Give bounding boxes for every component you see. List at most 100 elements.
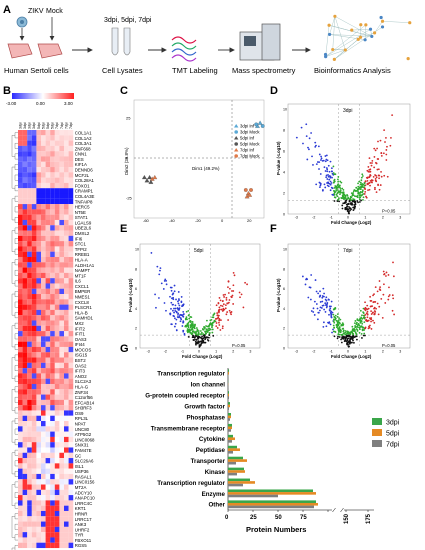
heatmap-cell <box>31 214 37 220</box>
volcano-point <box>355 186 358 189</box>
heatmap-cell <box>31 431 37 437</box>
volcano-point <box>188 317 191 320</box>
heatmap-cell <box>54 204 60 210</box>
volcano-point <box>361 337 363 339</box>
heatmap-cell <box>41 241 46 247</box>
heatmap-cell <box>50 399 55 406</box>
volcano-point <box>355 328 358 330</box>
volcano-point <box>372 175 375 178</box>
heatmap-cell <box>59 331 65 337</box>
pca-point <box>243 188 248 192</box>
heatmap-cell <box>41 526 46 533</box>
heatmap-cell <box>31 225 37 231</box>
heatmap-cell <box>41 204 46 210</box>
volcano-point <box>363 332 366 335</box>
heatmap-cell <box>41 309 46 316</box>
heatmap-column-labels: 3dpi 3dpi 3dpi 3dpi 5dpi 5dpi 5dpi 5dpi 7dpi 7dpi… <box>18 122 73 129</box>
heatmap-cell <box>36 421 42 427</box>
volcano-point <box>321 189 324 192</box>
volcano-point <box>325 154 328 157</box>
network-edge <box>334 16 346 50</box>
heatmap-cell <box>68 431 74 437</box>
heatmap-cell <box>59 532 65 538</box>
volcano-point <box>211 326 213 329</box>
heatmap-cell <box>22 405 28 411</box>
heatmap-cell <box>59 283 65 289</box>
heatmap-cell <box>31 389 37 395</box>
volcano-point <box>215 325 218 328</box>
heatmap-cell <box>45 177 51 183</box>
heatmap-cell <box>54 368 60 374</box>
volcano-point <box>216 327 219 329</box>
heatmap-cell <box>27 463 32 469</box>
network-node <box>370 34 374 39</box>
volcano-point <box>158 273 161 276</box>
heatmap-cell <box>31 151 37 157</box>
volcano-point <box>346 203 349 206</box>
volcano-point <box>223 296 225 298</box>
heatmap-cell <box>54 278 60 284</box>
heatmap-color-scale <box>12 93 74 99</box>
heatmap-cell <box>22 410 28 416</box>
heatmap-cell <box>54 447 60 453</box>
heatmap-cell <box>31 198 37 205</box>
heatmap-cell <box>31 521 37 527</box>
heatmap-cell <box>59 500 65 506</box>
volcano-point <box>358 328 361 331</box>
heatmap-cell <box>36 505 42 512</box>
heatmap-cell <box>64 415 69 422</box>
volcano-point <box>362 307 365 310</box>
heatmap-cell <box>18 447 23 453</box>
heatmap-cell <box>64 320 69 326</box>
volcano-point <box>337 333 340 335</box>
mass-spectrometer-icon <box>239 23 281 61</box>
heatmap-cell <box>22 272 28 279</box>
heatmap-cell <box>36 521 42 527</box>
dendrogram-branch <box>14 185 18 191</box>
volcano-point <box>230 311 233 313</box>
heatmap-cell <box>54 373 60 379</box>
heatmap-cell <box>31 542 37 549</box>
volcano-point <box>319 182 322 185</box>
heatmap-cell <box>22 267 28 273</box>
heatmap-cell <box>59 505 65 512</box>
heatmap-cell <box>50 167 55 173</box>
volcano-point <box>383 174 386 177</box>
heatmap-cell <box>27 288 32 295</box>
heatmap-cell <box>18 415 23 422</box>
heatmap-cell <box>36 320 42 326</box>
heatmap-cell <box>59 357 65 363</box>
heatmap-cell <box>64 405 69 411</box>
volcano-point <box>182 321 184 324</box>
dendrogram-branch <box>14 153 18 160</box>
heatmap-cell <box>18 500 23 506</box>
volcano-point <box>359 192 362 194</box>
heatmap-gene-label: STAT1 <box>75 215 89 220</box>
heatmap-cell <box>22 468 28 474</box>
volcano-point <box>226 302 229 305</box>
network-node <box>368 27 373 31</box>
heatmap-cell <box>50 283 55 289</box>
heatmap-cell <box>22 537 28 543</box>
heatmap-cell <box>22 526 28 533</box>
heatmap-cell <box>18 378 23 385</box>
heatmap-cell <box>50 256 55 263</box>
volcano-point <box>338 197 340 200</box>
heatmap-gene-label: SLC2A3 <box>75 379 92 384</box>
heatmap-cell <box>54 156 60 162</box>
heatmap-cell <box>22 225 28 231</box>
heatmap-cell <box>45 209 51 215</box>
volcano-point <box>314 145 317 148</box>
pca-legend-label: 7dpi Inf <box>240 148 255 153</box>
heatmap-cell <box>31 489 37 496</box>
heatmap-cell <box>54 145 60 152</box>
heatmap-cell <box>68 468 74 474</box>
heatmap-cell <box>31 309 37 316</box>
volcano-point <box>348 205 350 208</box>
heatmap-cell <box>50 526 55 533</box>
volcano-tick-label: 4 <box>283 307 285 311</box>
heatmap-cell <box>18 421 23 427</box>
volcano-point <box>376 147 379 150</box>
volcano-tick-label: -3 <box>147 350 150 354</box>
dendrogram-branch <box>14 174 18 181</box>
